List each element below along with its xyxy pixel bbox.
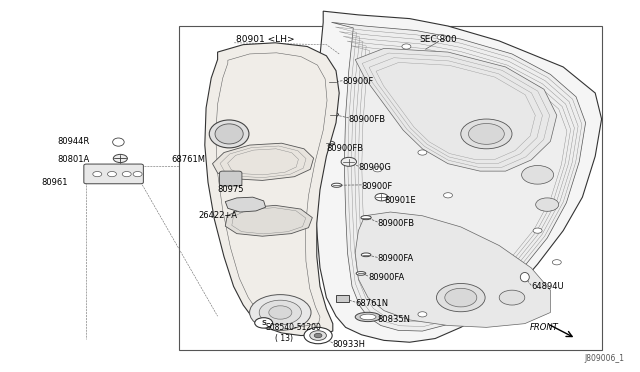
Text: 80835N: 80835N	[378, 315, 411, 324]
Circle shape	[310, 331, 326, 340]
Ellipse shape	[113, 138, 124, 146]
Circle shape	[437, 35, 446, 40]
Circle shape	[499, 290, 525, 305]
Polygon shape	[314, 11, 602, 342]
Text: S08540-51200: S08540-51200	[266, 323, 321, 332]
Ellipse shape	[520, 272, 529, 282]
Ellipse shape	[327, 80, 337, 84]
Text: 68761N: 68761N	[355, 299, 388, 308]
Circle shape	[552, 260, 561, 265]
Circle shape	[341, 157, 356, 166]
Text: 80900F: 80900F	[362, 182, 393, 190]
Circle shape	[259, 300, 301, 325]
Circle shape	[418, 312, 427, 317]
Text: 80900G: 80900G	[358, 163, 391, 172]
Ellipse shape	[360, 314, 376, 320]
Text: 80933H: 80933H	[333, 340, 366, 349]
Polygon shape	[355, 212, 550, 327]
Text: SEC.800: SEC.800	[420, 35, 457, 44]
Polygon shape	[225, 197, 266, 212]
Ellipse shape	[328, 113, 339, 117]
FancyBboxPatch shape	[220, 171, 242, 186]
Text: FRONT: FRONT	[530, 323, 558, 332]
Text: 80900F: 80900F	[342, 77, 374, 86]
Circle shape	[373, 167, 382, 172]
Circle shape	[436, 283, 485, 312]
Text: 68761M: 68761M	[172, 155, 205, 164]
Circle shape	[533, 228, 542, 233]
Text: 80961: 80961	[42, 178, 68, 187]
Bar	[179, 26, 602, 350]
Polygon shape	[225, 205, 312, 236]
Circle shape	[108, 171, 116, 177]
Circle shape	[93, 171, 102, 177]
Text: 80801A: 80801A	[58, 155, 90, 164]
Circle shape	[269, 306, 292, 319]
Circle shape	[522, 166, 554, 184]
Ellipse shape	[356, 272, 366, 275]
Text: 64894U: 64894U	[531, 282, 564, 291]
Circle shape	[113, 154, 127, 163]
Circle shape	[255, 318, 273, 328]
Text: 80900FB: 80900FB	[378, 219, 415, 228]
Circle shape	[122, 171, 131, 177]
Ellipse shape	[361, 216, 371, 219]
Circle shape	[314, 333, 322, 338]
Text: J809006_1: J809006_1	[584, 354, 624, 363]
Ellipse shape	[215, 124, 243, 144]
Circle shape	[418, 150, 427, 155]
Circle shape	[133, 171, 142, 177]
Circle shape	[250, 295, 311, 330]
Ellipse shape	[332, 183, 342, 187]
Circle shape	[304, 327, 332, 344]
Polygon shape	[212, 143, 314, 180]
Circle shape	[402, 44, 411, 49]
Text: 80975: 80975	[218, 185, 244, 194]
Text: S: S	[261, 320, 266, 326]
Text: 26422+A: 26422+A	[198, 211, 237, 220]
Circle shape	[468, 124, 504, 144]
Ellipse shape	[209, 120, 249, 148]
Text: 80900FB: 80900FB	[326, 144, 364, 153]
Polygon shape	[332, 22, 586, 331]
Text: 80901 <LH>: 80901 <LH>	[236, 35, 295, 44]
Ellipse shape	[324, 141, 335, 145]
Polygon shape	[205, 43, 339, 336]
Text: 80901E: 80901E	[384, 196, 415, 205]
Bar	[336, 295, 349, 302]
Text: 80900FB: 80900FB	[349, 115, 386, 124]
Circle shape	[461, 119, 512, 149]
Text: 80944R: 80944R	[58, 137, 90, 146]
Circle shape	[375, 193, 388, 201]
Ellipse shape	[361, 253, 371, 257]
FancyBboxPatch shape	[84, 164, 143, 184]
Circle shape	[536, 198, 559, 211]
Ellipse shape	[355, 312, 381, 321]
Circle shape	[445, 288, 477, 307]
Polygon shape	[355, 48, 557, 171]
Text: 80900FA: 80900FA	[378, 254, 414, 263]
Circle shape	[444, 193, 452, 198]
Text: ( 13): ( 13)	[275, 334, 293, 343]
Text: 80900FA: 80900FA	[368, 273, 404, 282]
